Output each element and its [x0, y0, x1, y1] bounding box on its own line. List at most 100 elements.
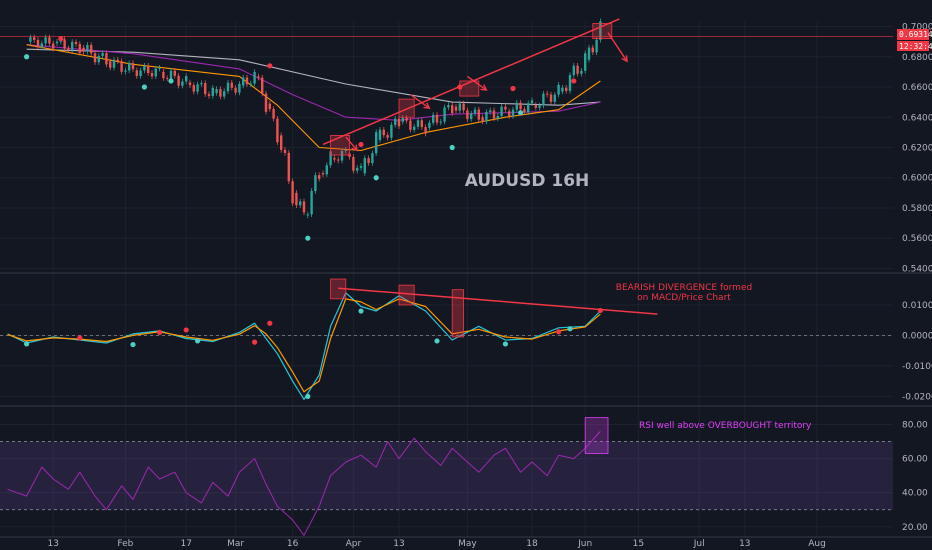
candle-body: [587, 47, 591, 60]
candle-body: [557, 84, 560, 95]
candle-body: [504, 106, 507, 110]
candle-body: [93, 53, 97, 63]
candle-body: [185, 76, 188, 82]
candle-body: [204, 83, 207, 95]
candle-body: [576, 65, 579, 74]
candle-body: [561, 87, 564, 92]
signal-marker-red: [267, 320, 273, 326]
candle-body: [36, 39, 40, 48]
candle-body: [591, 47, 594, 53]
last-price-value: 0.69314: [899, 30, 932, 39]
x-tick-label: 17: [180, 539, 191, 549]
candle-body: [207, 94, 211, 96]
highlight-box: [330, 134, 351, 156]
candle-body: [568, 75, 572, 91]
candle-body: [55, 41, 59, 44]
candle-body: [401, 117, 404, 122]
candle-body: [223, 91, 226, 97]
signal-marker-teal: [434, 338, 440, 344]
candle-body: [116, 59, 119, 62]
candle-body: [154, 68, 157, 77]
signal-marker-teal: [502, 341, 508, 347]
y-tick-label: -0.02000: [902, 392, 932, 402]
signal-marker-red: [77, 335, 83, 341]
last-price-tag: 0.69314 12:32:42: [897, 29, 932, 51]
candle-body: [253, 71, 256, 84]
candle-body: [48, 37, 51, 44]
candle-body: [112, 59, 116, 68]
signal-marker-teal: [24, 341, 30, 347]
candle-body: [325, 165, 328, 175]
series-line-ma_orange: [26, 44, 601, 152]
signal-marker-teal: [567, 326, 573, 332]
candle-body: [367, 158, 370, 164]
candle-body: [359, 165, 363, 168]
candle-body: [124, 70, 127, 72]
x-tick-label: 13: [739, 539, 750, 549]
arrow-head: [621, 55, 628, 63]
candle-body: [397, 118, 401, 127]
rsi-annotation: RSI well above OVERBOUGHT territory: [639, 421, 812, 431]
candle-body: [481, 117, 484, 122]
signal-marker-red: [267, 63, 273, 69]
candle-body: [306, 214, 309, 216]
candle-body: [143, 65, 146, 71]
candle-body: [538, 105, 541, 108]
candle-body: [261, 77, 264, 94]
x-tick-label: Apr: [346, 539, 362, 549]
x-axis: 13 Feb 17 Mar 16 Apr 13 May 18 Jun 15 Jul 13 Aug: [47, 539, 825, 549]
candle-body: [128, 63, 131, 71]
candle-body: [416, 120, 420, 127]
series-line-rsi: [7, 430, 601, 536]
candle-body: [90, 44, 93, 54]
candle-body: [458, 103, 461, 111]
candle-body: [86, 44, 89, 52]
candle-body: [192, 85, 195, 92]
candle-body: [553, 94, 556, 102]
candle-body: [272, 108, 275, 119]
x-tick-label: Feb: [117, 539, 133, 549]
candle-body: [264, 93, 268, 112]
candle-body: [139, 70, 142, 77]
x-tick-label: 13: [47, 539, 58, 549]
candle-body: [215, 89, 218, 94]
candle-body: [211, 87, 214, 96]
signal-marker-red: [157, 329, 163, 335]
candle-body: [257, 76, 260, 78]
candle-body: [40, 43, 43, 48]
candle-body: [435, 114, 439, 123]
arrow-shaft: [607, 32, 628, 62]
candle-body: [74, 41, 78, 45]
candle-body: [120, 61, 123, 72]
divergence-trendline: [338, 287, 658, 315]
candle-body: [276, 118, 279, 143]
candle-body: [420, 120, 423, 128]
signal-marker-teal: [195, 338, 201, 344]
candle-body: [147, 65, 150, 73]
candle-body: [162, 71, 165, 79]
candle-body: [378, 129, 382, 140]
candle-body: [386, 135, 389, 138]
signal-marker-red: [571, 78, 577, 84]
candle-body: [67, 48, 70, 50]
candle-body: [333, 158, 336, 160]
candle-body: [299, 201, 302, 206]
candle-body: [78, 44, 81, 53]
candle-body: [496, 115, 499, 119]
candle-body: [314, 175, 317, 191]
candle-body: [283, 149, 287, 153]
candle-body: [572, 65, 575, 76]
candle-body: [451, 105, 454, 114]
grid: [0, 22, 893, 537]
candle-body: [238, 83, 241, 93]
candle-body: [219, 89, 222, 97]
signal-marker-red: [556, 329, 562, 335]
plot-area: [7, 18, 604, 536]
candle-body: [508, 111, 511, 117]
candle-body: [344, 149, 347, 151]
